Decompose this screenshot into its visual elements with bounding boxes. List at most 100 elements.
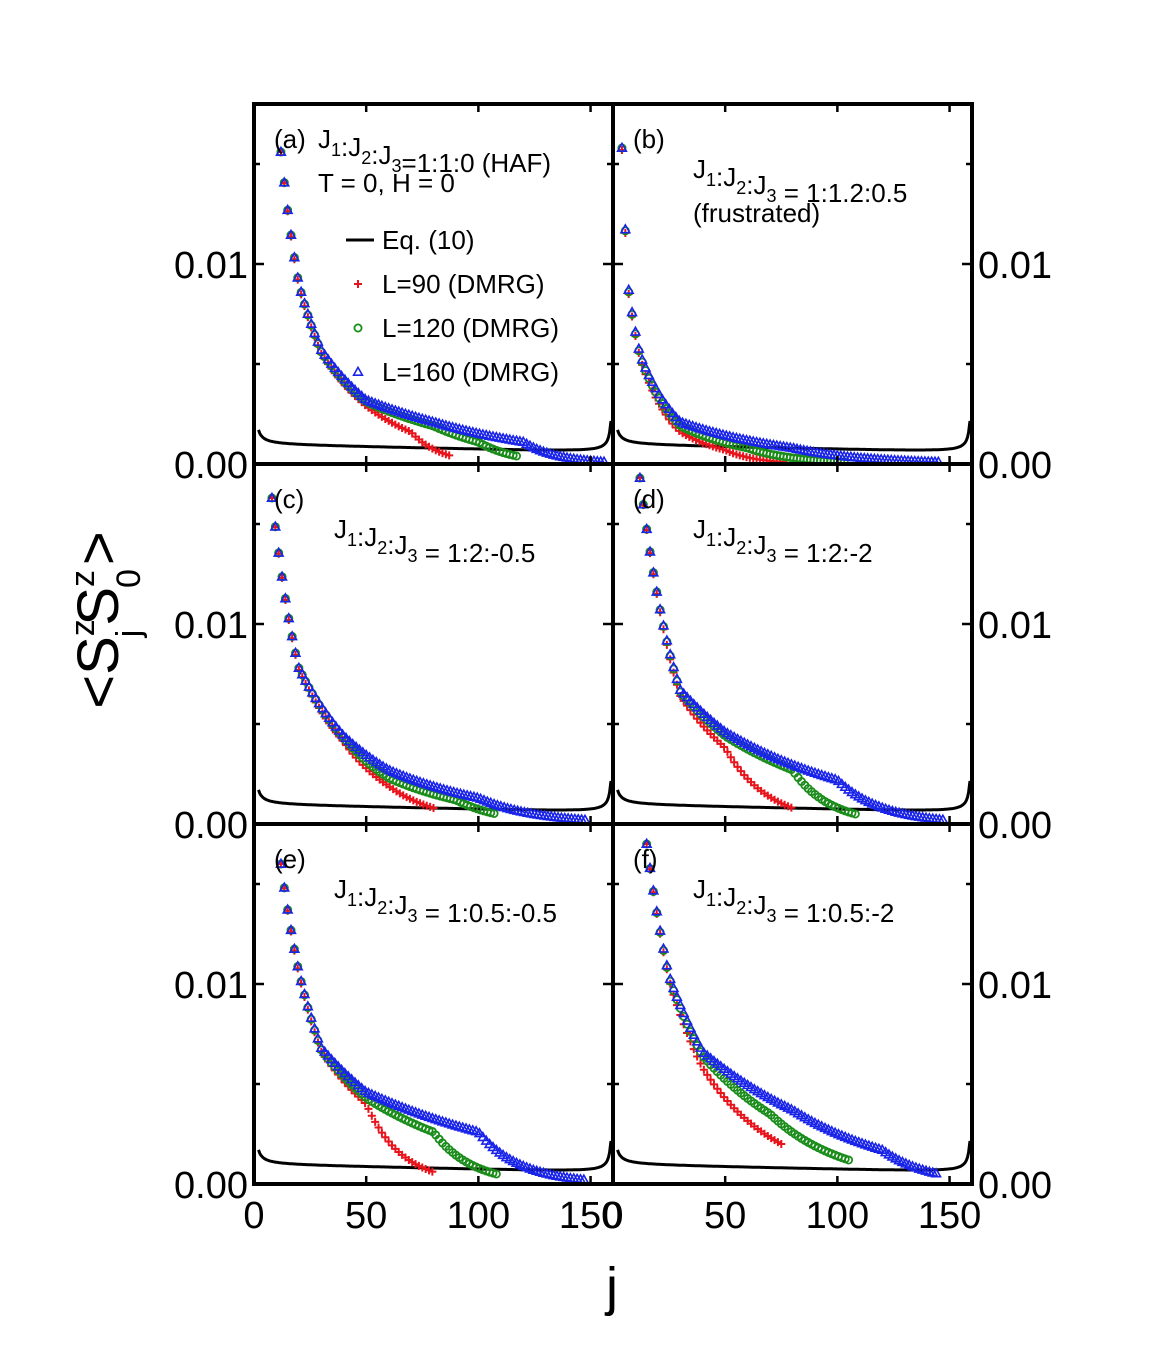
data-point-triangle [269, 520, 282, 531]
data-point-plus [699, 1065, 708, 1074]
panel-label: (a) [274, 124, 306, 154]
panel-annotation: J1:J2:J3 = 1:1.2:0.5 [693, 154, 907, 208]
data-point-plus [716, 1089, 725, 1098]
data-point-triangle [315, 1041, 328, 1052]
panel-annotation: J1:J2:J3 = 1:2:-0.5 [334, 514, 535, 568]
legend: Eq. (10) L=90 (DMRG) L=120 (DMRG) L=160 (DM… [346, 225, 559, 387]
data-point-triangle [664, 648, 676, 659]
data-point-triangle [650, 905, 663, 916]
data-point-triangle [654, 924, 666, 935]
data-point-triangle [644, 861, 656, 873]
data-point-triangle [325, 1053, 338, 1064]
data-point-triangle [926, 455, 937, 464]
data-point-triangle [296, 668, 309, 679]
data-point-plus [713, 1084, 722, 1093]
data-point-plus [703, 1070, 712, 1079]
panel-frame [611, 822, 974, 1186]
data-point-triangle [303, 680, 315, 691]
panel-label: (c) [274, 484, 304, 514]
data-point-plus [720, 743, 729, 752]
data-point-triangle [637, 498, 650, 509]
data-point-triangle [278, 176, 291, 187]
data-point-triangle [275, 857, 287, 868]
x-tick-label: 50 [704, 1195, 746, 1237]
data-point-triangle [661, 959, 673, 970]
legend-label: L=160 (DMRG) [382, 357, 559, 387]
eq10-curve [616, 780, 972, 812]
data-point-triangle [622, 283, 635, 294]
data-point-triangle [352, 365, 364, 376]
data-point-triangle [677, 687, 690, 698]
data-point-triangle [694, 1041, 707, 1052]
data-point-triangle [923, 455, 934, 464]
data-point-triangle [647, 884, 660, 895]
series-l120 [635, 473, 860, 819]
data-point-triangle [677, 1006, 690, 1018]
data-point-triangle [302, 307, 314, 319]
data-point-triangle [657, 942, 670, 953]
data-point-triangle [671, 672, 683, 684]
data-point-triangle [640, 837, 653, 848]
data-point-plus [429, 804, 438, 812]
data-point-triangle [272, 546, 285, 557]
data-point-triangle [322, 1049, 334, 1060]
data-point-plus [374, 1123, 383, 1132]
data-point-triangle [302, 1000, 314, 1011]
data-point-triangle [266, 491, 278, 502]
panel-a: (a) J1:J2:J3=1:1:0 (HAF)T = 0, H = 0 Eq. (… [252, 102, 615, 466]
data-point-plus [354, 280, 362, 288]
data-point-triangle [681, 691, 693, 702]
panel-annotation: J1:J2:J3 = 1:0.5:-2 [693, 874, 894, 928]
panel-plot-area [257, 857, 613, 1184]
y-tick-label-right: 0.01 [978, 245, 1052, 287]
data-point-triangle [684, 1021, 697, 1033]
data-point-plus [696, 1059, 705, 1068]
data-point-triangle [667, 661, 680, 672]
data-point-triangle [285, 923, 297, 935]
data-point-triangle [634, 471, 646, 482]
data-point-triangle [654, 603, 666, 614]
data-point-plus [723, 747, 732, 756]
data-point-triangle [285, 228, 297, 240]
data-point-circle [489, 809, 499, 819]
data-point-plus [428, 1167, 437, 1176]
data-point-plus [706, 1075, 715, 1084]
data-point-triangle [329, 361, 341, 373]
data-point-circle [850, 809, 860, 819]
data-point-triangle [646, 375, 659, 387]
data-point-triangle [339, 373, 351, 384]
data-point-triangle [916, 455, 927, 464]
data-point-triangle [291, 960, 304, 971]
data-point-triangle [616, 141, 628, 152]
panel-plot-area [257, 145, 613, 464]
data-point-triangle [681, 1014, 693, 1025]
data-point-triangle [640, 522, 653, 534]
data-point-triangle [299, 674, 312, 685]
data-point-circle [512, 451, 522, 461]
y-tick-label-left: 0.00 [174, 805, 248, 847]
panel-annotation: J1:J2:J3=1:1:0 (HAF) [318, 124, 551, 178]
y-tick-label-left: 0.00 [174, 445, 248, 487]
series-l90 [642, 840, 786, 1148]
data-point-triangle [329, 1056, 341, 1068]
panel-annotation: (frustrated) [693, 198, 820, 228]
data-point-triangle [670, 411, 682, 422]
data-point-triangle [664, 972, 676, 984]
data-point-triangle [909, 454, 920, 464]
data-point-triangle [295, 285, 307, 297]
data-point-triangle [930, 455, 940, 464]
series-l160 [634, 471, 949, 824]
data-point-triangle [320, 707, 332, 718]
data-point-plus [364, 1104, 373, 1113]
data-point-triangle [276, 570, 288, 581]
y-tick-label-left: 0.00 [174, 1165, 248, 1207]
data-point-triangle [308, 327, 321, 338]
data-point-triangle [305, 1011, 317, 1022]
x-tick-label: 50 [345, 1195, 387, 1237]
data-point-triangle [298, 988, 311, 999]
data-point-triangle [325, 357, 338, 368]
data-point-triangle [318, 1045, 331, 1056]
data-point-triangle [323, 711, 335, 723]
data-point-triangle [647, 566, 660, 577]
